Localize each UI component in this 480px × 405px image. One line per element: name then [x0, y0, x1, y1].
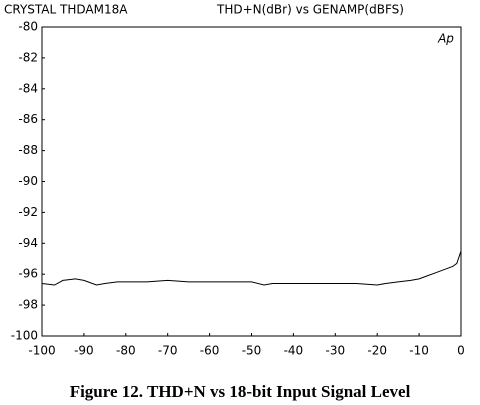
x-tick-label: 0	[457, 344, 465, 358]
y-tick-label: -94	[18, 236, 38, 250]
x-tick-label: -70	[158, 344, 178, 358]
x-tick-label: -20	[367, 344, 387, 358]
y-tick-label: -98	[18, 298, 38, 312]
x-tick-label: -80	[116, 344, 136, 358]
logo: Ap	[437, 32, 454, 46]
chart-title: CRYSTAL THDAM18A	[4, 3, 128, 17]
y-tick-label: -88	[18, 143, 38, 157]
y-tick-label: -82	[18, 50, 38, 64]
x-tick-label: -100	[28, 344, 55, 358]
y-tick-label: -80	[18, 20, 38, 34]
x-tick-label: -40	[284, 344, 304, 358]
y-tick-label: -90	[18, 174, 38, 188]
y-tick-label: -96	[18, 267, 38, 281]
x-tick-label: -60	[200, 344, 220, 358]
y-tick-label: -92	[18, 205, 38, 219]
x-tick-label: -50	[242, 344, 262, 358]
y-tick-label: -86	[18, 112, 38, 126]
data-line	[41, 250, 462, 286]
caption: Figure 12. THD+N vs 18-bit Input Signal …	[70, 382, 411, 401]
x-tick-label: -30	[325, 344, 345, 358]
y-tick-label: -100	[11, 329, 38, 343]
x-tick-label: -10	[409, 344, 429, 358]
chart-subtitle: THD+N(dBr) vs GENAMP(dBFS)	[216, 3, 404, 17]
y-tick-label: -84	[18, 81, 38, 95]
x-tick-label: -90	[74, 344, 94, 358]
plot-frame	[41, 26, 462, 337]
